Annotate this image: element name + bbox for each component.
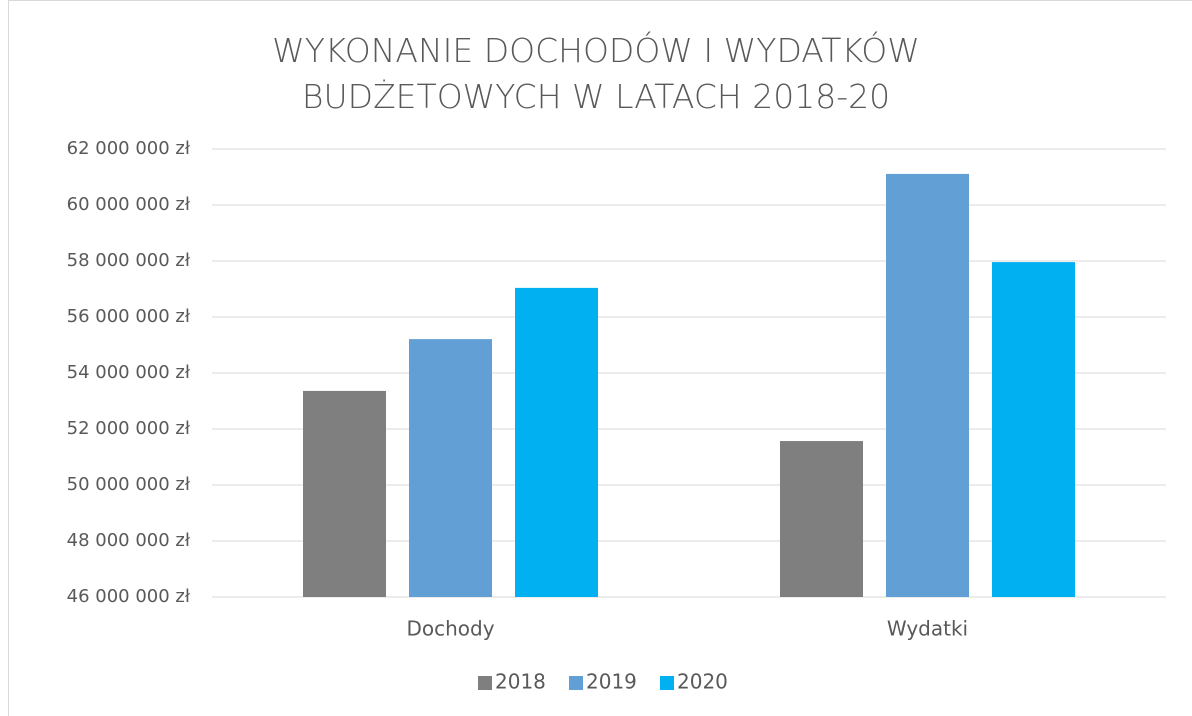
x-tick-label: Dochody [406, 617, 494, 641]
legend-label: 2020 [677, 670, 728, 694]
bar [515, 287, 598, 597]
legend-label: 2019 [586, 670, 637, 694]
y-tick-label: 56 000 000 zł [67, 306, 191, 327]
x-tick-label: Wydatki [887, 617, 968, 641]
y-tick-label: 58 000 000 zł [67, 250, 191, 271]
bar [886, 173, 969, 598]
legend-swatch [569, 676, 583, 690]
bar [303, 390, 386, 597]
y-tick-label: 62 000 000 zł [67, 138, 191, 159]
legend-swatch [660, 676, 674, 690]
chart-border [8, 0, 1192, 716]
legend-swatch [478, 676, 492, 690]
legend-label: 2018 [495, 670, 546, 694]
y-tick-label: 48 000 000 zł [67, 530, 191, 551]
chart-title: WYKONANIE DOCHODÓW I WYDATKÓW BUDŻETOWYC… [272, 31, 920, 116]
y-tick-label: 54 000 000 zł [67, 362, 191, 383]
y-tick-label: 46 000 000 zł [67, 586, 191, 607]
y-tick-label: 50 000 000 zł [67, 474, 191, 495]
bar [780, 441, 863, 597]
y-tick-label: 52 000 000 zł [67, 418, 191, 439]
y-tick-label: 60 000 000 zł [67, 194, 191, 215]
bar [409, 339, 492, 597]
bar [992, 262, 1075, 597]
